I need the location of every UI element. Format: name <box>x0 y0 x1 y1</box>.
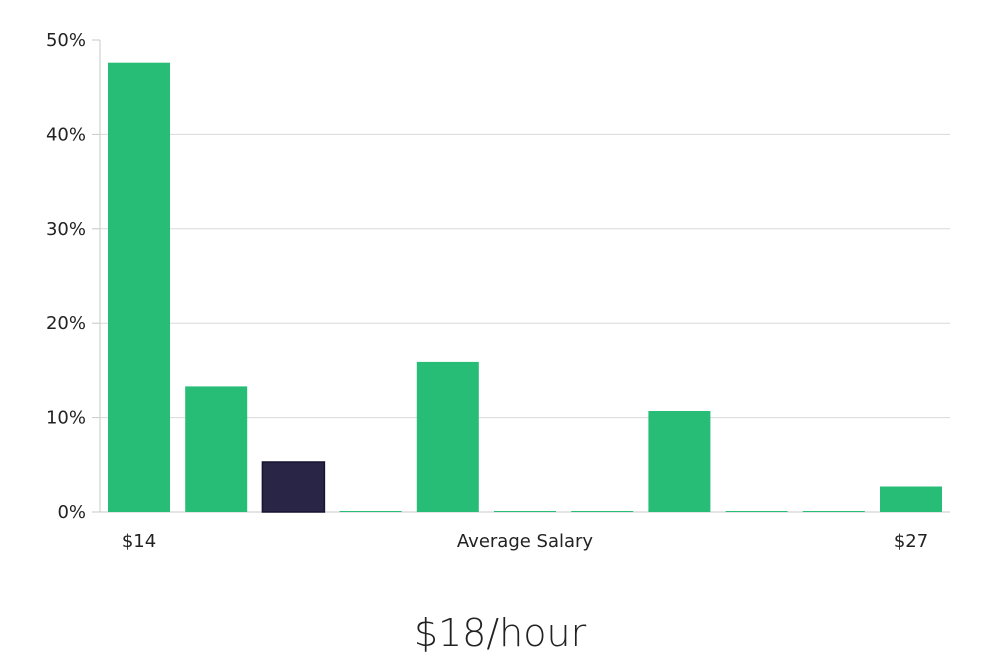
bar-highlighted <box>261 461 326 513</box>
grid-lines <box>100 133 950 419</box>
bar <box>571 511 634 512</box>
bars <box>108 62 942 513</box>
bar <box>108 62 170 512</box>
x-axis-end-label: $27 <box>894 531 928 552</box>
x-axis-center-label: Average Salary <box>457 531 594 552</box>
y-tick-label: 0% <box>57 502 86 523</box>
bar <box>416 361 479 512</box>
bar <box>880 486 942 512</box>
bar <box>494 511 556 512</box>
y-tick-label: 30% <box>46 219 86 240</box>
y-tick-label: 20% <box>46 313 86 334</box>
bar <box>339 511 402 512</box>
x-axis-start-label: $14 <box>122 531 156 552</box>
bar <box>185 386 248 512</box>
salary-histogram-chart: 0% 10% 20% 30% 40% 50% $14 Average Salary $27 <box>46 30 950 552</box>
bar <box>648 411 711 512</box>
bar <box>725 511 788 512</box>
bar <box>802 511 865 512</box>
average-salary-value: $18/hour <box>413 611 587 655</box>
y-tick-label: 40% <box>46 124 86 145</box>
y-tick-label: 10% <box>46 408 86 429</box>
y-tick-label: 50% <box>46 30 86 51</box>
y-axis: 0% 10% 20% 30% 40% 50% <box>46 30 950 523</box>
